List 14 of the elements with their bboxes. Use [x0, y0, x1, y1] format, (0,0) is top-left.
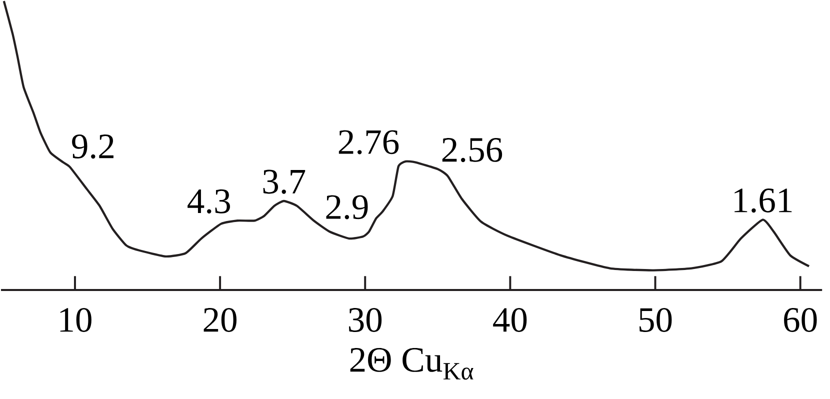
x-tick-label: 50 [640, 308, 672, 332]
annotation: 3.7 [263, 170, 306, 194]
annotation: 2.76 [338, 130, 399, 154]
x-axis-title: 2Θ Cu$_{Kα}$ [350, 348, 474, 380]
x-tick-label: 20 [204, 308, 236, 332]
x-tick-label: 40 [493, 308, 527, 332]
annotation: 2.9 [326, 195, 368, 220]
annotation: 9.2 [72, 134, 114, 159]
annotation: 2.56 [442, 138, 502, 162]
annotation: 1.61 [734, 188, 792, 213]
x-tick-label: 60 [784, 308, 817, 332]
x-tick-label: 10 [60, 308, 92, 332]
x-tick-label: 30 [349, 308, 382, 332]
annotation: 4.3 [188, 190, 230, 214]
